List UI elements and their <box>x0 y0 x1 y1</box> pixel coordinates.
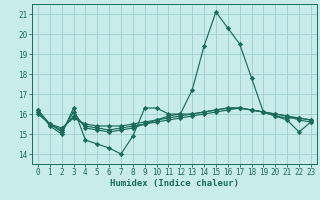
X-axis label: Humidex (Indice chaleur): Humidex (Indice chaleur) <box>110 179 239 188</box>
